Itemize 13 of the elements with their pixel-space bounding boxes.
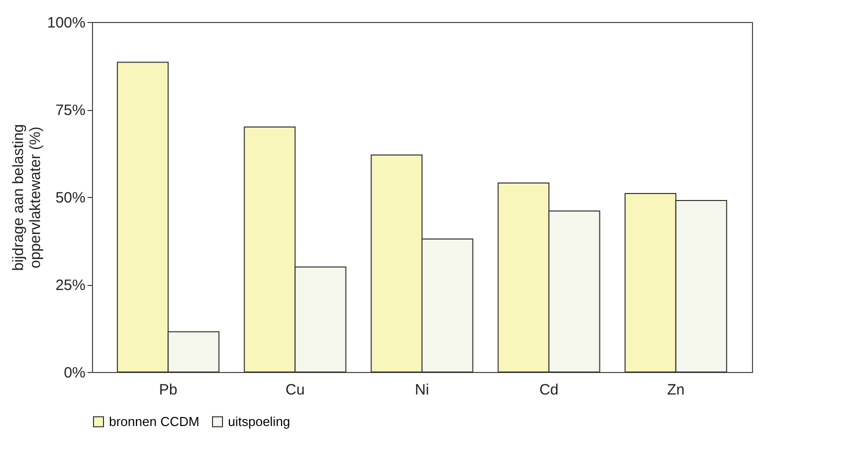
x-tick-label: Zn (667, 382, 685, 398)
y-tick-label: 100% (47, 14, 86, 32)
x-tick-label: Cu (285, 382, 305, 398)
y-tick-label: 50% (55, 190, 86, 206)
legend-label: bronnen CCDM (109, 414, 200, 429)
legend-label: uitspoeling (228, 414, 290, 429)
y-axis-title: bijdrage aan belasting oppervlaktewater (%) (10, 124, 44, 271)
y-tick-label: 25% (55, 277, 86, 294)
x-tick-label: Pb (158, 382, 178, 398)
x-tick-label: Ni (414, 382, 430, 398)
y-tick-label: 75% (55, 102, 86, 119)
y-tick-label: 0% (64, 364, 86, 382)
x-tick-label: Cd (539, 382, 559, 398)
